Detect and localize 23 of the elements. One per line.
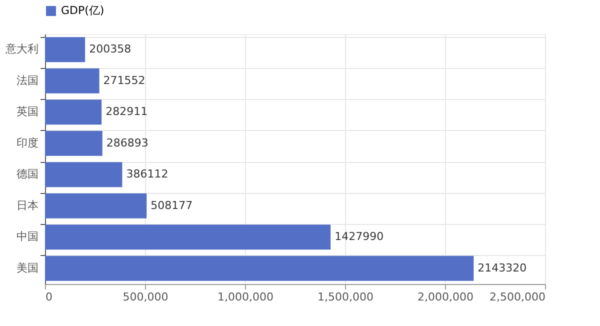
x-tick-label: 1,000,000 (218, 290, 274, 304)
x-tick-label: 1,500,000 (318, 290, 374, 304)
y-tick-label: 印度 (16, 136, 38, 150)
data-label: 286893 (106, 136, 148, 150)
y-tick-label: 意大利 (4, 42, 38, 56)
x-tick-label: 0 (46, 290, 52, 304)
data-label: 282911 (106, 105, 148, 118)
legend-label: GDP(亿) (61, 4, 104, 17)
data-label: 271552 (103, 74, 146, 87)
y-tick-label: 美国 (16, 261, 38, 274)
y-tick-label: 中国 (16, 230, 38, 244)
x-tick-label: 500,000 (122, 290, 168, 304)
y-tick-label: 德国 (16, 168, 38, 181)
x-tick-label: 2,000,000 (418, 290, 474, 304)
data-label: 508177 (150, 198, 193, 212)
data-label: 386112 (126, 168, 168, 181)
y-tick-label: 日本 (16, 198, 38, 212)
data-label: 1427990 (334, 230, 384, 244)
data-label: 2143320 (478, 261, 527, 274)
y-tick-label: 法国 (16, 74, 38, 87)
data-label: 200358 (89, 42, 132, 56)
x-tick-label: 2,500,000 (490, 290, 546, 304)
y-tick-label: 英国 (16, 105, 38, 118)
